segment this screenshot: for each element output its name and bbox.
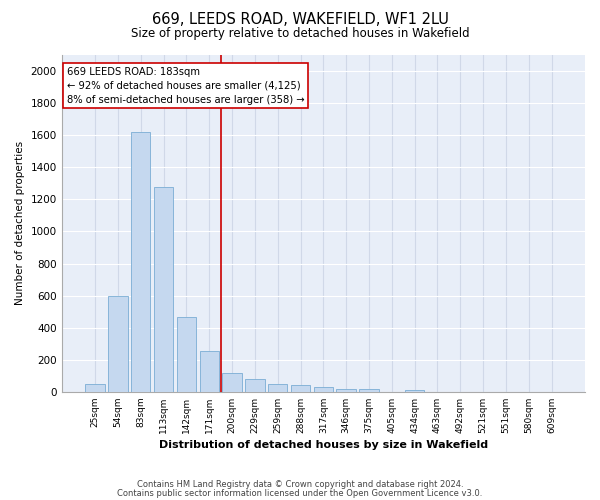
Bar <box>85 384 105 392</box>
Bar <box>337 388 356 392</box>
Bar <box>131 132 151 392</box>
Bar <box>268 384 287 392</box>
Bar <box>291 386 310 392</box>
X-axis label: Distribution of detached houses by size in Wakefield: Distribution of detached houses by size … <box>159 440 488 450</box>
Text: Contains HM Land Registry data © Crown copyright and database right 2024.: Contains HM Land Registry data © Crown c… <box>137 480 463 489</box>
Y-axis label: Number of detached properties: Number of detached properties <box>15 142 25 306</box>
Bar <box>405 390 424 392</box>
Bar <box>245 379 265 392</box>
Text: 669, LEEDS ROAD, WAKEFIELD, WF1 2LU: 669, LEEDS ROAD, WAKEFIELD, WF1 2LU <box>152 12 448 28</box>
Bar <box>154 186 173 392</box>
Bar <box>200 351 219 392</box>
Bar <box>314 387 333 392</box>
Bar <box>359 390 379 392</box>
Text: Size of property relative to detached houses in Wakefield: Size of property relative to detached ho… <box>131 28 469 40</box>
Text: Contains public sector information licensed under the Open Government Licence v3: Contains public sector information licen… <box>118 489 482 498</box>
Text: 669 LEEDS ROAD: 183sqm
← 92% of detached houses are smaller (4,125)
8% of semi-d: 669 LEEDS ROAD: 183sqm ← 92% of detached… <box>67 67 305 105</box>
Bar <box>223 372 242 392</box>
Bar <box>177 317 196 392</box>
Bar <box>108 296 128 392</box>
